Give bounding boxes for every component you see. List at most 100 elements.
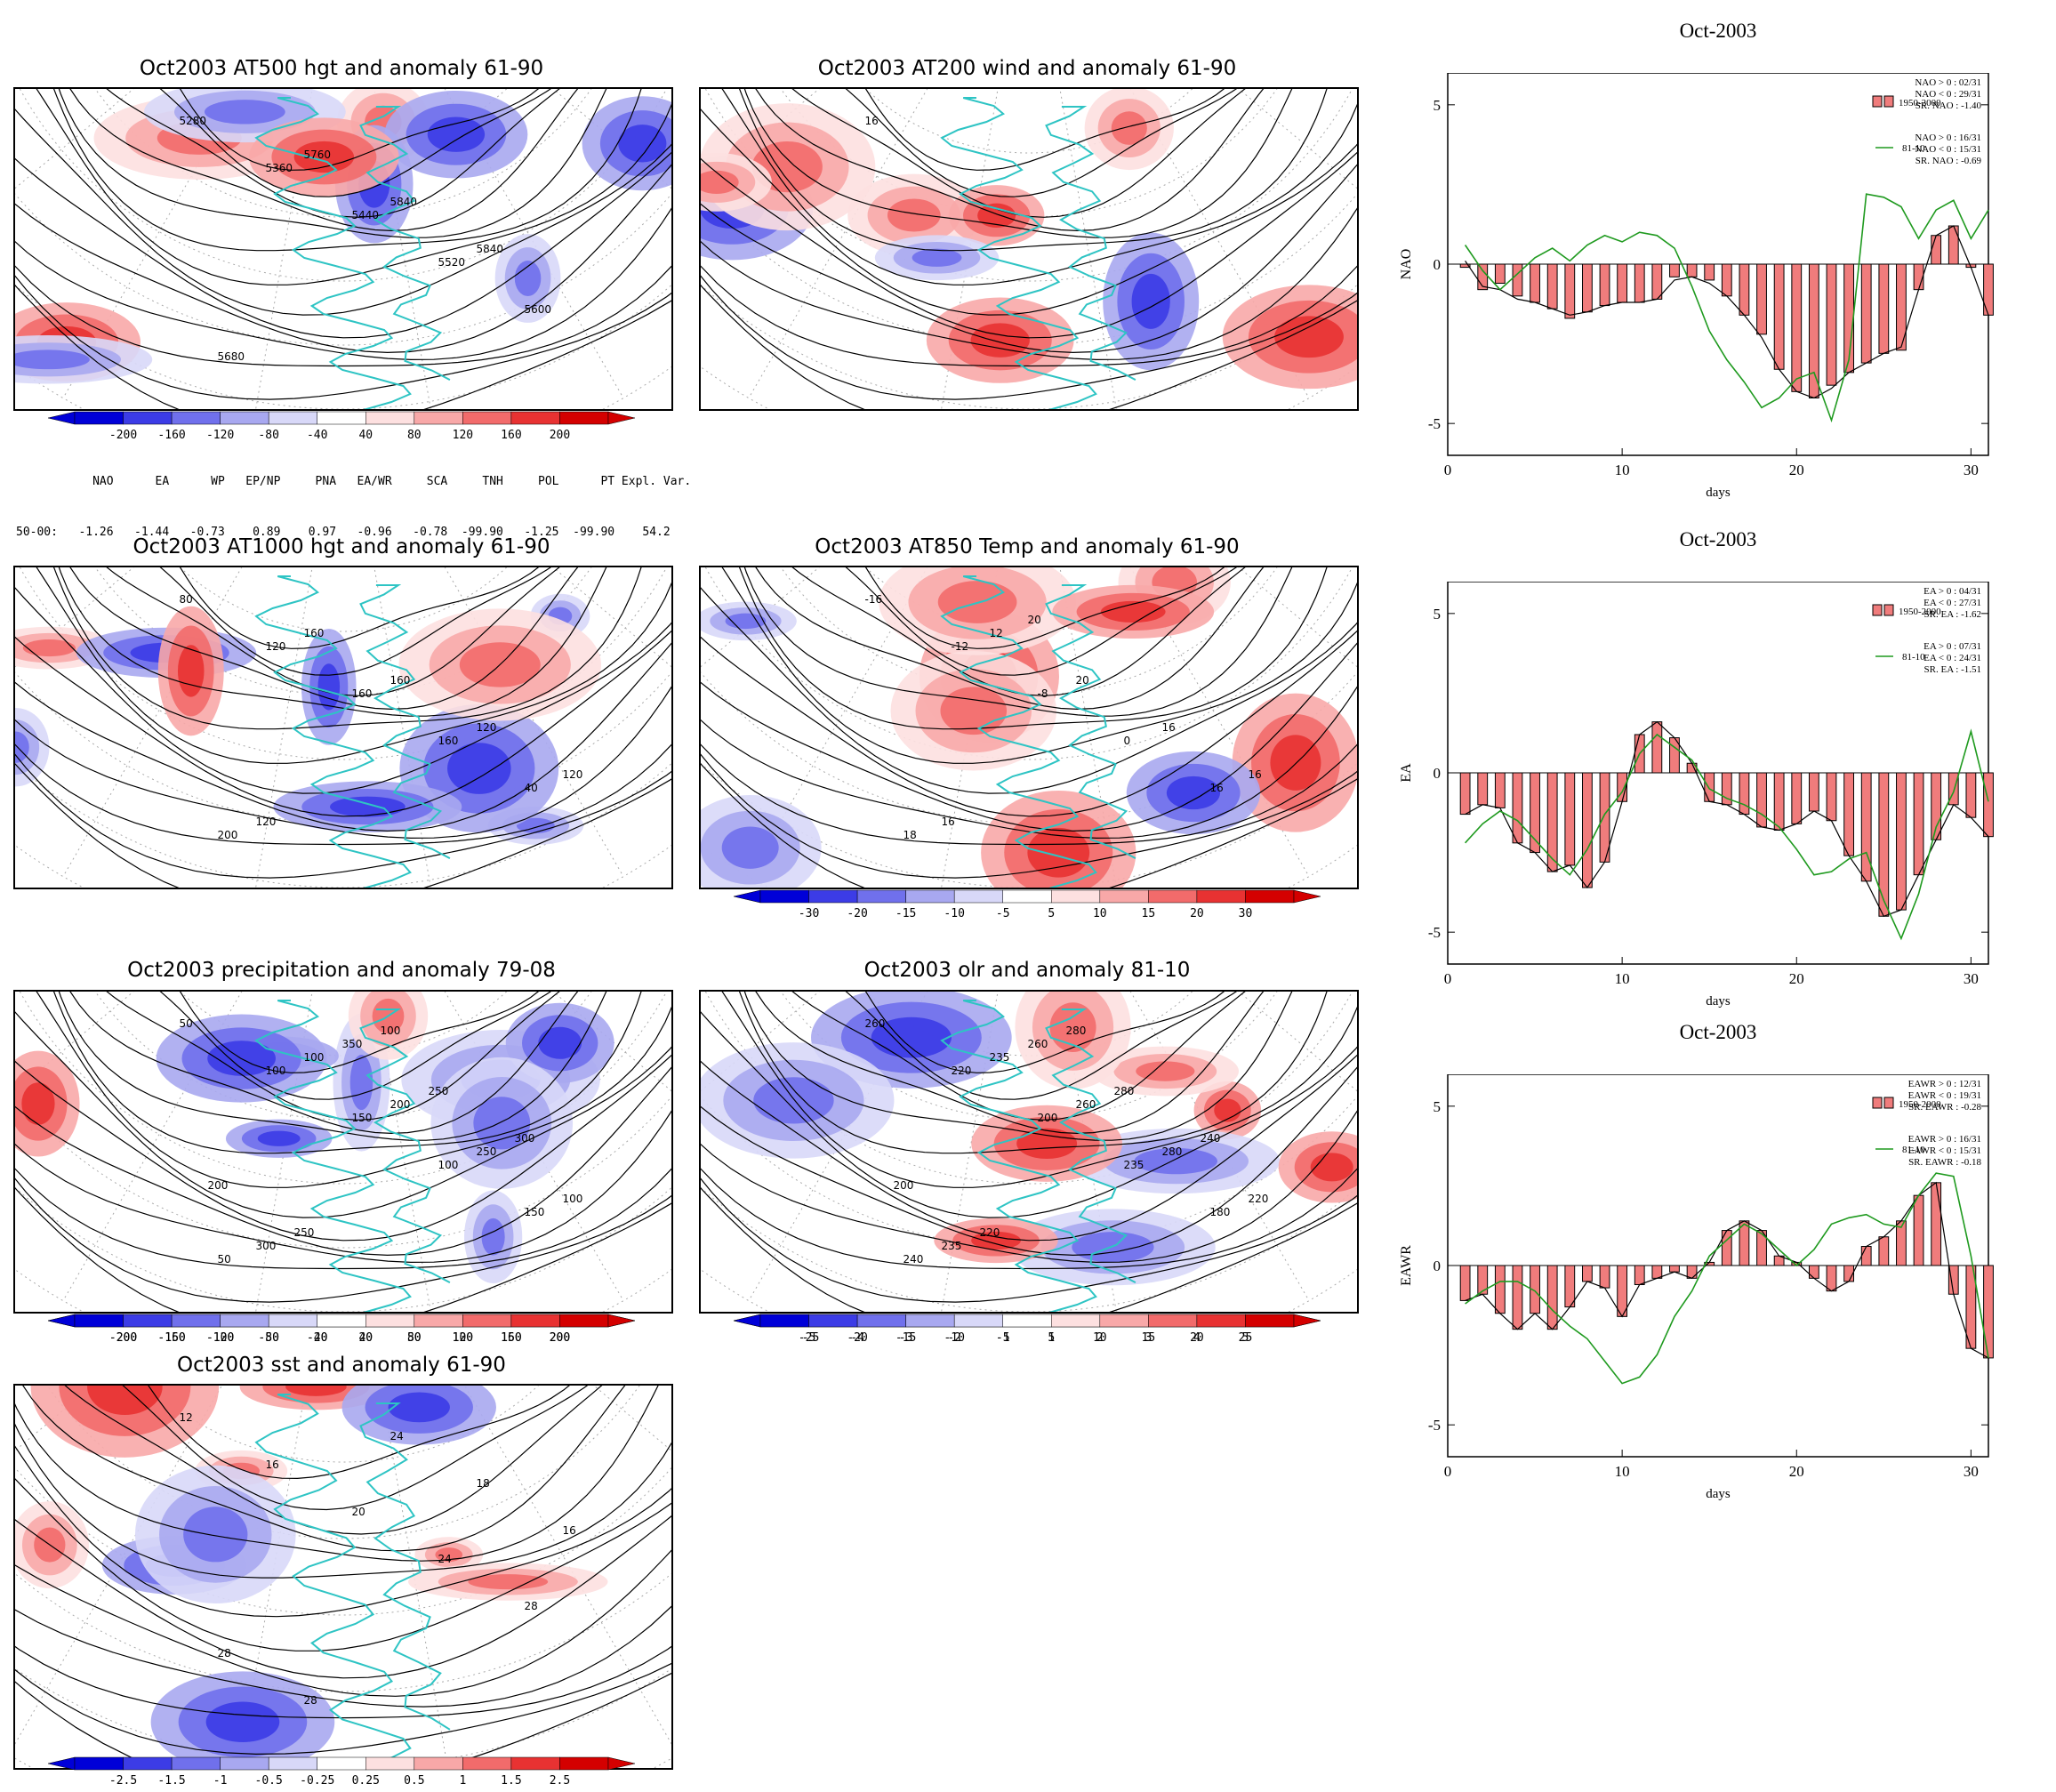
coastline [254, 1394, 412, 1768]
colorbar-tick-label: 40 [358, 1331, 373, 1345]
bar-1950-2000 [1721, 263, 1732, 297]
map-title: Oct2003 AT500 hgt and anomaly 61-90 [139, 57, 544, 80]
legend-stat: EAWR < 0 : 19/31 [1908, 1090, 1981, 1101]
anomaly-blob [481, 1217, 505, 1256]
longitude-gridline [15, 992, 298, 1007]
bar-1950-2000 [1931, 1182, 1942, 1266]
contour-label: 28 [525, 1600, 538, 1612]
bar-1950-2000 [1512, 263, 1523, 297]
map-canvas: -16 -12 -8 0 16 18 12 20 16 16 16 20 [701, 567, 1357, 888]
colorbar-tick-label: 0.5 [404, 1774, 425, 1788]
anomaly-blob [317, 663, 341, 711]
contour-line [179, 567, 540, 649]
bar-1950-2000 [1756, 772, 1767, 828]
contour-label: 160 [390, 674, 411, 687]
legend-stat: NAO > 0 : 02/31 [1915, 77, 1981, 88]
colorbar-tick-label: 30 [1238, 907, 1253, 920]
colorbar-swatches [47, 1756, 636, 1771]
bar-1950-2000 [1582, 1265, 1593, 1282]
y-tick-label: -5 [1428, 415, 1441, 432]
legend-stat: NAO > 0 : 16/31 [1915, 133, 1981, 143]
longitude-gridline [593, 1386, 671, 1451]
contour-line [22, 1386, 626, 1552]
bar-1950-2000 [1860, 772, 1872, 882]
coastline [359, 1402, 451, 1731]
contour-line [15, 1066, 671, 1257]
colorbar-tick-label: -25 [798, 1331, 820, 1345]
contour-line [701, 164, 1357, 354]
contour-label: 20 [1028, 614, 1041, 626]
contour-line [743, 89, 1293, 238]
y-tick-label: 0 [1434, 256, 1442, 273]
legend-label-81-10: 81-10 [1902, 1145, 1925, 1155]
colorbar-arrow-left [47, 411, 76, 425]
legend-stat: EA < 0 : 27/31 [1923, 598, 1981, 608]
colorbar-arrow-left [733, 889, 761, 904]
longitude-gridline [15, 567, 134, 668]
contour-label: 160 [352, 687, 373, 700]
anomaly-blob [1310, 1153, 1353, 1182]
anomaly-blob [349, 1054, 373, 1111]
colorbar-swatch [414, 411, 463, 425]
bar-1950-2000 [1704, 263, 1715, 281]
bar-1950-2000 [1931, 235, 1942, 265]
legend-label-81-10: 81-10 [1902, 143, 1925, 154]
coastline [254, 575, 412, 888]
contour-line [15, 1054, 671, 1242]
bar-1950-2000 [1896, 263, 1907, 351]
colorbar-swatch [1051, 1314, 1101, 1328]
map-canvas: 16 [701, 89, 1357, 409]
bar-1950-2000 [1651, 263, 1663, 300]
colorbar-tick-label: -100 [205, 1331, 235, 1345]
contour-line [69, 567, 579, 711]
colorbar-tick-label: -50 [258, 1331, 279, 1345]
bar-1950-2000 [1494, 1265, 1506, 1314]
legend-stat: SR. EAWR : -0.28 [1908, 1102, 1981, 1113]
legend-label-1950-2000: 1950-2000 [1899, 98, 1941, 108]
contour-label: 280 [1114, 1085, 1135, 1097]
contour-line [701, 1011, 1357, 1218]
contour-line [864, 89, 1225, 171]
contour-label: 235 [942, 1240, 962, 1252]
colorbar-tick-label: -120 [205, 429, 235, 442]
contour-label: 18 [904, 829, 917, 841]
contour-label: 12 [990, 627, 1003, 639]
contour-line [15, 1423, 671, 1579]
colorbar-swatch [1002, 889, 1052, 904]
longitude-gridline [1238, 567, 1357, 668]
longitude-gridline [255, 89, 313, 409]
anomaly-blob [330, 796, 406, 817]
legend-swatch-bar [1872, 1097, 1883, 1109]
contour-line [743, 567, 1293, 717]
bar-1950-2000 [1843, 1265, 1854, 1282]
legend-swatch-bar [1883, 1097, 1894, 1109]
colorbar-swatch [1051, 889, 1101, 904]
contour-line [52, 992, 642, 1154]
colorbar-labels: -200 -160 -120 -80 -40 40 80 120 160 200 [48, 1331, 635, 1346]
colorbar-tick-label: 15 [1141, 1331, 1156, 1345]
contour-label: 5520 [438, 256, 466, 269]
bar-1950-2000 [1651, 1265, 1663, 1279]
map-panel-precip: 50 100 150 100 150 50 100 200 250 100 300 350 250 300… [13, 990, 673, 1314]
line-1950-2000 [1465, 720, 1989, 918]
contour-line [701, 151, 1357, 339]
contour-label: 150 [525, 1206, 545, 1218]
contour-label: 280 [1066, 1025, 1087, 1037]
contour-line [721, 567, 1357, 764]
coastline [359, 1009, 451, 1283]
y-axis-label: EAWR [1399, 1245, 1414, 1286]
contour-line [791, 567, 1246, 696]
contour-label: 220 [1249, 1193, 1269, 1205]
legend-swatch-bar [1883, 95, 1894, 108]
contour-label: 350 [342, 1038, 363, 1050]
colorbar-tick-label: -1.5 [157, 1774, 186, 1788]
legend-label-81-10: 81-10 [1902, 652, 1925, 663]
bar-1950-2000 [1739, 772, 1750, 816]
contour-label: 100 [304, 1051, 325, 1064]
colorbar-tick-label: 150 [501, 1331, 522, 1345]
contour-line [15, 275, 671, 400]
bar-1950-2000 [1913, 263, 1924, 291]
y-tick-label: 0 [1434, 1258, 1442, 1274]
bar-1950-2000 [1686, 263, 1698, 277]
legend-stat: EA < 0 : 24/31 [1923, 653, 1981, 663]
